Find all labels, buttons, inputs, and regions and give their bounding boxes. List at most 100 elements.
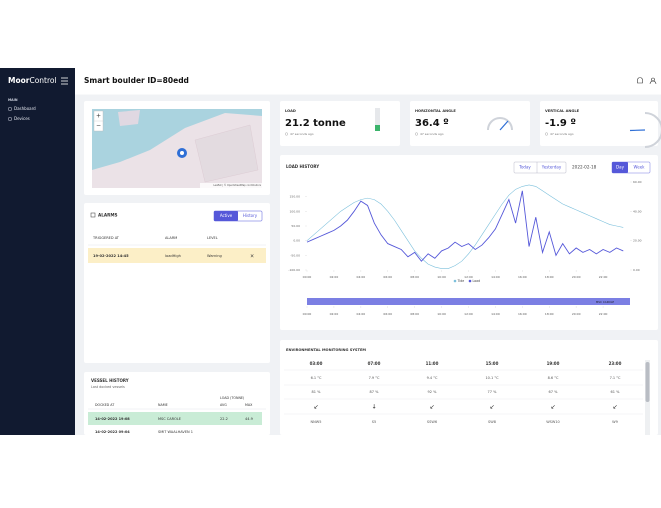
metric-value: -1.9 º xyxy=(545,118,576,129)
notifications-icon[interactable] xyxy=(637,77,643,84)
wind-direction: ↙ xyxy=(550,404,555,411)
logo-light: Control xyxy=(29,76,56,85)
time: 23:00 xyxy=(609,361,622,366)
day-range-button[interactable] xyxy=(612,162,628,173)
cell: MSC CAROLE xyxy=(158,417,181,421)
x-tick-label: 18:00 xyxy=(545,275,554,279)
time: 07:00 xyxy=(368,361,381,366)
clock-icon xyxy=(415,132,418,136)
y2-tick-label: 20.00 xyxy=(633,239,642,243)
button[interactable]: Yesterday xyxy=(541,165,562,170)
card-subtitle: Last docked vessels xyxy=(91,385,125,389)
y2-tick-label: 40.00 xyxy=(633,209,642,213)
temperature: 9.4 °C xyxy=(427,376,438,380)
column-group: LOAD (TONNE) xyxy=(220,396,244,400)
zoom-out[interactable]: − xyxy=(96,123,101,130)
dismiss-button[interactable]: × xyxy=(250,254,254,260)
horizontal-gauge xyxy=(487,117,513,131)
map-marker-core xyxy=(180,151,184,155)
humidity: 92 % xyxy=(428,390,438,394)
metric-title: VERTICAL ANGLE xyxy=(545,109,580,113)
x-tick-label: 08:00 xyxy=(410,275,419,279)
button[interactable]: Today xyxy=(518,165,531,170)
tab[interactable]: History xyxy=(243,213,258,218)
x-tick-label: 02:00 xyxy=(330,275,339,279)
card-title: ALARMS xyxy=(98,213,118,218)
series-line xyxy=(306,190,624,262)
column-header: AVG xyxy=(220,403,227,407)
alarms-card xyxy=(84,203,270,363)
metric-title: HORIZONTAL ANGLE xyxy=(415,109,456,113)
humidity: 67 % xyxy=(549,390,559,394)
column-header: ALARM xyxy=(165,236,177,240)
metric-title: LOAD xyxy=(285,109,296,113)
legend-label[interactable]: Load xyxy=(473,279,481,283)
cell: 44.9 xyxy=(245,417,253,421)
legend-label[interactable]: Tide xyxy=(457,279,465,283)
user-icon[interactable] xyxy=(649,77,657,85)
temperature: 6.1 °C xyxy=(311,376,322,380)
day-buttons xyxy=(513,161,567,174)
y-tick-label: -100.00 xyxy=(288,268,300,272)
cell: 14-02-2022 09:04 xyxy=(95,430,130,434)
topbar xyxy=(75,68,661,95)
y-tick-label: 100.00 xyxy=(290,209,301,213)
temperature: 8.6 °C xyxy=(548,376,559,380)
load-history-card xyxy=(280,155,658,330)
zoom-in[interactable]: + xyxy=(96,113,101,120)
wind: W9 xyxy=(612,420,618,424)
map-block xyxy=(118,110,140,126)
cell: 14-02-2022 19:08 xyxy=(95,417,130,421)
timeline-tick-label: 20:00 xyxy=(572,312,581,316)
menu-item[interactable]: Devices xyxy=(14,116,30,121)
button[interactable]: Day xyxy=(616,165,625,170)
sidebar-section: MAIN xyxy=(8,98,18,102)
vessel-row[interactable] xyxy=(88,412,262,425)
wind-direction: ↓ xyxy=(371,404,376,411)
timeline-tick-label: 18:00 xyxy=(545,312,554,316)
metric-updated: 47 seconds ago xyxy=(550,132,574,136)
timeline-tick-label: 16:00 xyxy=(518,312,527,316)
alarm-icon xyxy=(90,212,96,218)
timeline-tick-label: 12:00 xyxy=(464,312,473,316)
menu-item[interactable]: Dashboard xyxy=(14,106,36,111)
vessel-timeline-bar[interactable] xyxy=(307,298,630,305)
tab[interactable]: Active xyxy=(220,213,233,218)
wind-direction: ↙ xyxy=(489,404,494,411)
timeline-tick-label: 22:00 xyxy=(599,312,608,316)
active-tab[interactable] xyxy=(214,211,238,221)
y-tick-label: -50.00 xyxy=(290,253,300,257)
alarm-row[interactable] xyxy=(88,248,266,263)
time: 15:00 xyxy=(486,361,499,366)
menu-toggle[interactable] xyxy=(61,77,68,85)
column-header: DOCKED AT xyxy=(95,403,115,407)
clock-icon xyxy=(285,132,288,136)
page-title: Smart boulder ID=80edd xyxy=(84,76,189,85)
timeline-tick-label: 00:00 xyxy=(303,312,312,316)
timeline-label: MSC CAROLE xyxy=(596,300,615,304)
devices-icon xyxy=(7,116,13,122)
map[interactable] xyxy=(92,109,262,188)
wind-direction: ↙ xyxy=(313,404,318,411)
vertical-needle xyxy=(629,129,646,132)
date-input[interactable]: 2022-02-18 xyxy=(572,165,597,170)
cell: 22.2 xyxy=(220,417,228,421)
timeline-tick-label: 14:00 xyxy=(491,312,500,316)
button[interactable]: Week xyxy=(634,165,646,170)
temperature: 10.1 °C xyxy=(485,376,499,380)
column-header: TRIGGERED AT xyxy=(92,236,120,240)
sidebar xyxy=(0,68,75,435)
y2-tick-label: 60.00 xyxy=(633,180,642,184)
x-tick-label: 20:00 xyxy=(572,275,581,279)
metric-card xyxy=(540,101,658,146)
scrollbar-thumb[interactable] xyxy=(645,362,650,402)
metric-updated: 47 seconds ago xyxy=(420,132,444,136)
y-tick-label: 50.00 xyxy=(291,224,300,228)
wind-direction: ↙ xyxy=(429,404,434,411)
y-tick-label: 0.00 xyxy=(293,239,300,243)
map-attribution: Leaflet | © OpenStreetMap contributors xyxy=(213,184,261,187)
chart-title: LOAD HISTORY xyxy=(286,164,319,169)
x-tick-label: 16:00 xyxy=(518,275,527,279)
